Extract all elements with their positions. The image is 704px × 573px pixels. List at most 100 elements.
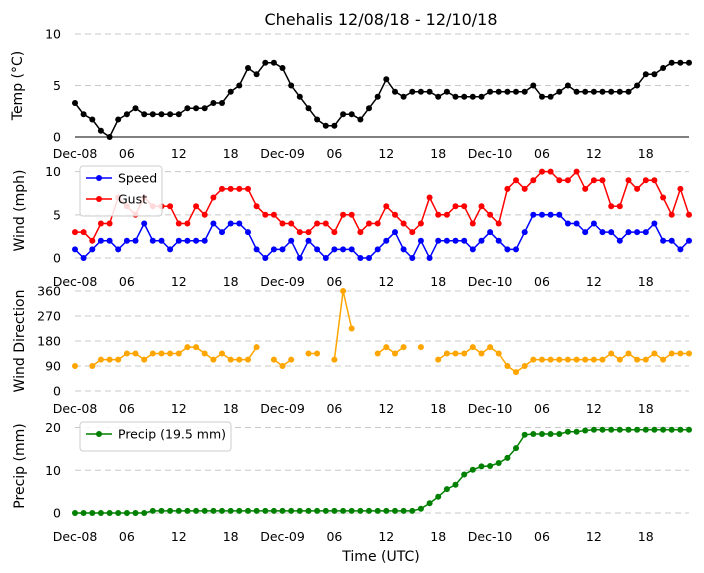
data-point bbox=[219, 229, 225, 236]
data-point bbox=[651, 71, 658, 78]
y-tick-label: 10 bbox=[45, 463, 61, 478]
data-point bbox=[504, 88, 511, 95]
data-point bbox=[296, 229, 303, 236]
legend-entry: Speed bbox=[118, 171, 157, 186]
x-axis-label: Time (UTC) bbox=[341, 549, 419, 565]
data-point bbox=[556, 177, 563, 184]
data-point bbox=[201, 237, 208, 244]
data-point bbox=[417, 237, 424, 244]
x-tick-label: 06 bbox=[326, 401, 342, 416]
data-point bbox=[193, 507, 200, 514]
data-point bbox=[158, 507, 165, 514]
data-point bbox=[357, 255, 364, 261]
data-point bbox=[340, 211, 347, 218]
data-point bbox=[504, 246, 511, 253]
data-point bbox=[634, 185, 641, 192]
data-point bbox=[89, 510, 96, 516]
series-precip bbox=[72, 426, 692, 516]
data-point bbox=[495, 220, 502, 227]
data-point bbox=[487, 463, 494, 469]
data-point bbox=[625, 88, 632, 95]
legend-entry: Gust bbox=[118, 192, 147, 207]
data-point bbox=[634, 426, 641, 433]
data-point bbox=[513, 369, 519, 376]
data-point bbox=[400, 220, 407, 227]
data-point bbox=[668, 237, 675, 244]
legend: Speed Gust bbox=[79, 165, 163, 217]
data-point bbox=[210, 507, 217, 514]
data-point bbox=[374, 93, 381, 100]
data-point bbox=[72, 100, 78, 106]
data-point bbox=[72, 363, 78, 369]
data-point bbox=[123, 237, 130, 244]
data-point bbox=[340, 288, 347, 294]
series-line bbox=[91, 346, 258, 367]
data-point bbox=[392, 211, 398, 218]
data-point bbox=[564, 82, 571, 89]
x-tick-label: Dec-10 bbox=[468, 274, 513, 289]
x-tick-label: 18 bbox=[638, 274, 654, 289]
data-point bbox=[599, 88, 606, 95]
data-point bbox=[392, 350, 398, 357]
data-point bbox=[443, 211, 450, 218]
data-point bbox=[469, 466, 476, 473]
data-point bbox=[487, 211, 494, 218]
series-temp bbox=[72, 59, 692, 140]
data-point bbox=[392, 507, 398, 514]
data-point bbox=[106, 134, 113, 140]
data-point bbox=[270, 246, 277, 253]
data-point bbox=[625, 177, 632, 184]
data-point bbox=[175, 507, 182, 514]
data-point bbox=[245, 65, 251, 71]
data-point bbox=[296, 507, 303, 514]
data-point bbox=[201, 105, 208, 112]
data-point bbox=[487, 344, 494, 351]
data-point bbox=[314, 350, 321, 357]
data-point bbox=[590, 356, 597, 363]
data-point bbox=[426, 88, 433, 95]
data-point bbox=[608, 350, 615, 357]
data-point bbox=[504, 185, 511, 192]
x-tick-label: 12 bbox=[171, 146, 187, 161]
data-point bbox=[435, 493, 442, 500]
data-point bbox=[97, 356, 104, 363]
data-point bbox=[115, 116, 122, 123]
data-point bbox=[141, 220, 148, 227]
data-point bbox=[513, 246, 519, 253]
data-point bbox=[677, 246, 684, 253]
data-point bbox=[651, 220, 658, 227]
data-point bbox=[668, 350, 675, 357]
data-point bbox=[495, 88, 502, 95]
data-point bbox=[383, 203, 390, 210]
data-point bbox=[417, 220, 424, 227]
data-point bbox=[564, 356, 571, 363]
data-point bbox=[651, 177, 658, 184]
data-point bbox=[573, 168, 580, 175]
data-point bbox=[521, 229, 528, 236]
data-point bbox=[201, 350, 208, 357]
data-point bbox=[539, 431, 545, 437]
data-point bbox=[236, 507, 243, 514]
data-point bbox=[201, 211, 208, 218]
data-point bbox=[452, 203, 459, 210]
y-tick-label: 180 bbox=[37, 334, 61, 349]
data-point bbox=[106, 356, 113, 363]
x-tick-label: 06 bbox=[534, 401, 550, 416]
data-point bbox=[141, 356, 148, 363]
data-point bbox=[478, 237, 485, 244]
data-point bbox=[392, 88, 398, 95]
data-point bbox=[504, 454, 511, 461]
data-point bbox=[97, 510, 104, 516]
data-point bbox=[296, 255, 303, 261]
data-point bbox=[132, 350, 139, 357]
data-point bbox=[435, 93, 442, 100]
data-point bbox=[314, 116, 321, 123]
x-tick-label: 12 bbox=[171, 274, 187, 289]
x-tick-label: 06 bbox=[326, 529, 342, 544]
data-point bbox=[210, 220, 217, 227]
data-point bbox=[625, 426, 632, 433]
data-point bbox=[608, 229, 615, 236]
data-point bbox=[686, 237, 692, 244]
data-point bbox=[530, 177, 537, 184]
data-point bbox=[184, 220, 191, 227]
